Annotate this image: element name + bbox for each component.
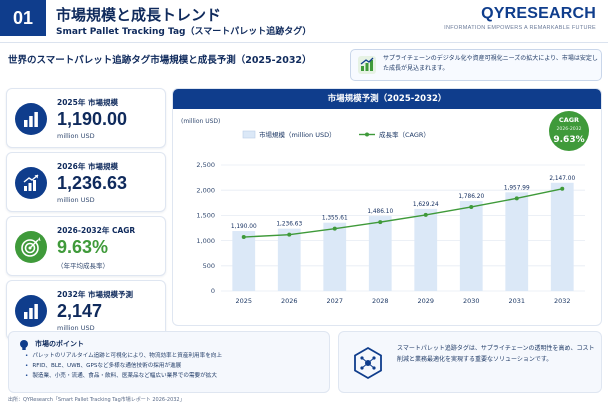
y-tick-label: 2,500	[196, 161, 215, 169]
bar	[414, 208, 438, 291]
line-point	[469, 204, 474, 209]
bar	[459, 200, 483, 291]
lightbulb-icon	[20, 340, 28, 350]
source-note: 出所：QYResearch「Smart Pallet Tracking Tag市…	[8, 397, 185, 403]
y-tick-label: 1,500	[196, 212, 215, 220]
x-tick-label: 2026	[281, 297, 298, 305]
line-point	[423, 212, 428, 217]
line-point	[332, 226, 337, 231]
market-note: サプライチェーンのデジタル化や資産可視化ニーズの拡大により、市場は安定した成長が…	[350, 49, 602, 81]
brand-logo: QYRESEARCH INFORMATION EMPOWERS A REMARK…	[444, 5, 596, 31]
trend-up-icon	[15, 167, 47, 199]
data-label: 1,786.20	[458, 194, 484, 200]
data-label: 1,236.63	[276, 222, 302, 228]
line-point	[287, 232, 292, 237]
legend-marker-line	[365, 132, 369, 137]
kpi-unit: million USD	[57, 324, 95, 332]
kpi-label: 2025年 市場規模	[57, 98, 118, 107]
kpi-unit: million USD	[57, 132, 95, 140]
x-tick-label: 2028	[372, 297, 389, 305]
hexagon-network-icon	[354, 346, 382, 380]
list-item: RFID、BLE、UWB、GPSなど多様な通信技術の採用が進展	[25, 361, 325, 371]
market-note-text: サプライチェーンのデジタル化や資産可視化ニーズの拡大により、市場は安定した成長が…	[383, 55, 598, 72]
cagr-badge-period: 2026-2032	[556, 126, 581, 132]
x-tick-label: 2031	[508, 297, 525, 305]
summary-box: スマートパレット追跡タグは、サプライチェーンの透明性を高め、コスト削減と業務最適…	[338, 331, 602, 393]
kpi-value: 2,147	[57, 301, 103, 321]
line-point	[514, 196, 519, 201]
data-label: 1,355.61	[322, 216, 348, 222]
legend-label-bar: 市場規模（million USD）	[259, 130, 336, 139]
bar	[368, 216, 392, 291]
summary-text: スマートパレット追跡タグは、サプライチェーンの透明性を高め、コスト削減と業務最適…	[397, 345, 595, 363]
data-label: 2,147.00	[549, 176, 575, 182]
kpi-value: 1,236.63	[57, 173, 128, 193]
section-number-badge: 01	[0, 0, 46, 36]
y-tick-label: 500	[203, 262, 215, 270]
legend-swatch-bar	[242, 130, 256, 139]
kpi-card-2025: 2025年 市場規模 1,190.00 million USD	[6, 88, 166, 148]
kpi-label: 2032年 市場規模予測	[57, 290, 133, 299]
page-subtitle: Smart Pallet Tracking Tag（スマートパレット追跡タグ）	[56, 27, 312, 37]
kpi-unit: million USD	[57, 196, 95, 204]
chart-title: 市場規模予測（2025-2032）	[173, 89, 601, 109]
x-tick-label: 2032	[554, 297, 571, 305]
data-label: 1,486.10	[367, 209, 393, 215]
data-label: 1,190.00	[231, 224, 257, 230]
x-tick-label: 2027	[326, 297, 343, 305]
y-tick-label: 0	[211, 287, 215, 295]
section-title: 世界のスマートパレット追跡タグ市場規模と成長予測（2025-2032）	[8, 55, 312, 66]
bar	[277, 228, 301, 291]
brand-name: QYRESEARCH	[481, 5, 596, 22]
header-divider	[0, 42, 608, 43]
kpi-label: 2026年 市場規模	[57, 162, 118, 171]
kpi-card-2026: 2026年 市場規模 1,236.63 million USD	[6, 152, 166, 212]
data-label: 1,957.99	[504, 185, 530, 191]
market-points-title: 市場のポイント	[35, 340, 84, 348]
target-icon	[15, 231, 47, 263]
x-tick-label: 2030	[463, 297, 480, 305]
bar	[232, 231, 256, 291]
bar	[505, 192, 529, 291]
chart-card: 市場規模予測（2025-2032） (million USD) 0 500 1,000…	[172, 88, 602, 326]
market-size-chart: (million USD) 0 500 1,000 1,500 2,000 2,500 市場規…	[181, 111, 589, 305]
kpi-unit: （年平均成長率）	[57, 262, 109, 270]
kpi-card-cagr: 2026-2032年 CAGR 9.63% （年平均成長率）	[6, 216, 166, 276]
kpi-card-2032: 2032年 市場規模予測 2,147 million USD	[6, 280, 166, 340]
y-tick-label: 2,000	[196, 186, 215, 194]
legend-label-line: 成長率（CAGR）	[379, 130, 430, 139]
list-item: パレットのリアルタイム追跡と可視化により、物流効率と資産利用率を向上	[25, 351, 325, 361]
cagr-badge-title: CAGR	[559, 116, 579, 124]
x-tick-label: 2025	[235, 297, 252, 305]
bar-chart-icon	[15, 103, 47, 135]
header: 01 市場規模と成長トレンド Smart Pallet Tracking Tag…	[0, 0, 608, 42]
data-label: 1,629.24	[413, 202, 439, 208]
page-title: 市場規模と成長トレンド	[56, 6, 222, 24]
bar	[550, 182, 574, 291]
kpi-value: 1,190.00	[57, 109, 128, 129]
line-point	[378, 220, 383, 225]
market-points-list: パレットのリアルタイム追跡と可視化により、物流効率と資産利用率を向上 RFID、…	[25, 351, 325, 381]
kpi-value: 9.63%	[57, 237, 109, 257]
bar-chart-icon	[15, 295, 47, 327]
y-tick-label: 1,000	[196, 237, 215, 245]
brand-tagline: INFORMATION EMPOWERS A REMARKABLE FUTURE	[444, 25, 596, 31]
line-point	[241, 235, 246, 240]
growth-line	[243, 188, 563, 238]
market-points-box: 市場のポイント パレットのリアルタイム追跡と可視化により、物流効率と資産利用率を…	[8, 331, 330, 393]
cagr-badge	[549, 111, 589, 151]
growth-chart-icon	[358, 56, 376, 74]
cagr-badge-value: 9.63%	[553, 135, 584, 145]
line-point	[560, 186, 565, 191]
y-axis-unit-label: (million USD)	[181, 118, 220, 125]
bar	[323, 222, 347, 291]
x-tick-label: 2029	[417, 297, 434, 305]
kpi-label: 2026-2032年 CAGR	[57, 226, 136, 235]
list-item: 製造業、小売・流通、食品・飲料、医薬品など幅広い業界での需要が拡大	[25, 371, 325, 381]
